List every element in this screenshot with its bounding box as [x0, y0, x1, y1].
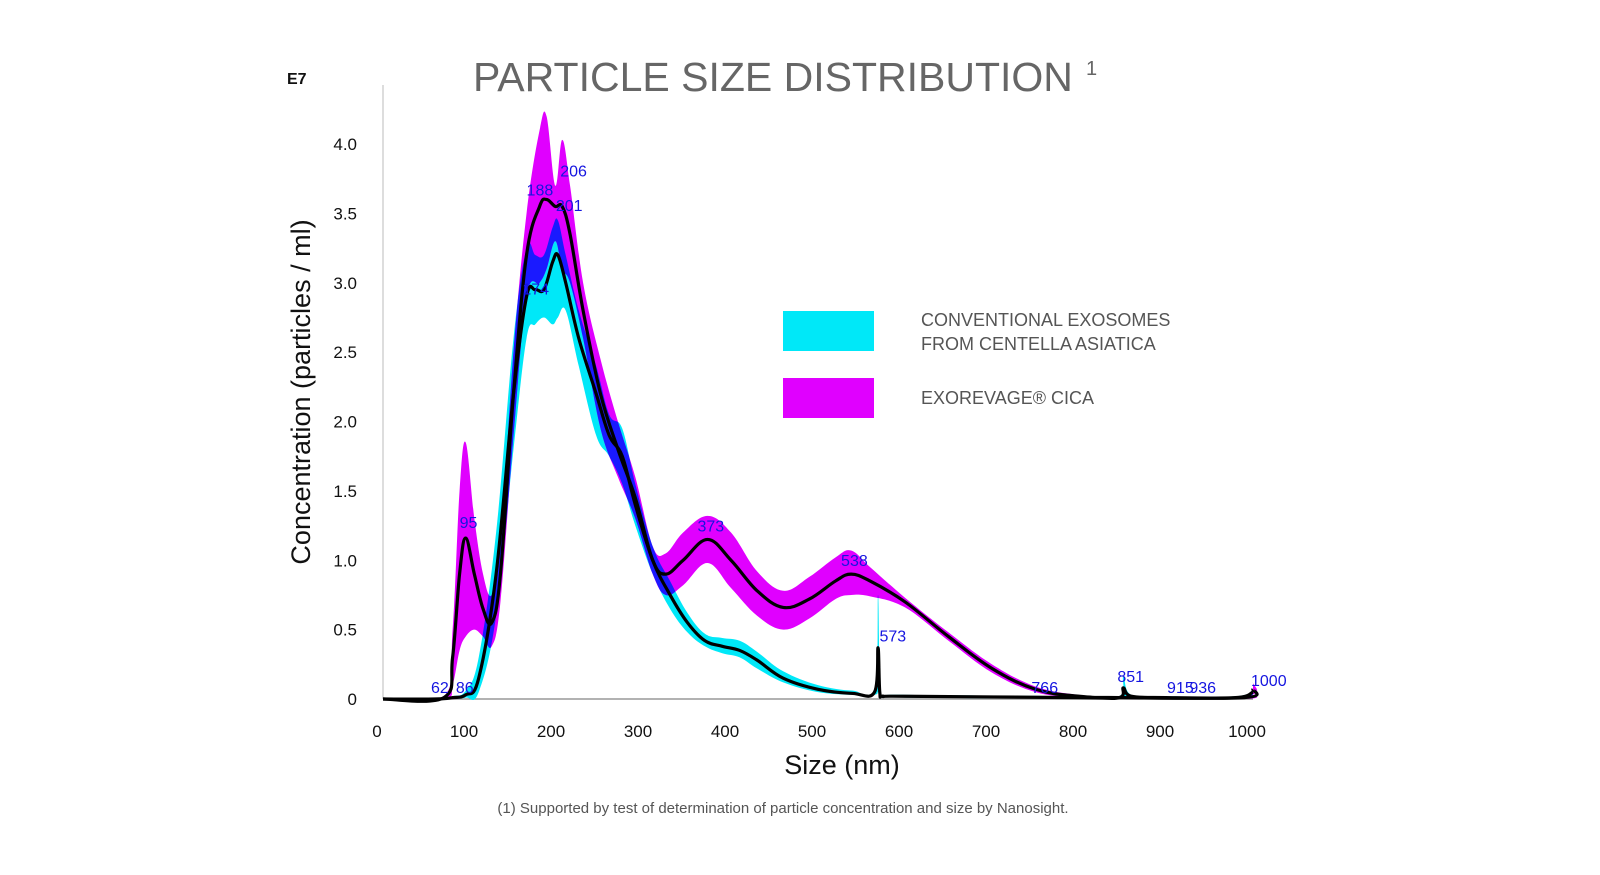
- y-axis-label: Concentration (particles / ml): [286, 219, 316, 564]
- y-tick-label: 4.0: [333, 135, 357, 154]
- x-tick-label: 700: [972, 722, 1000, 741]
- x-tick-label: 600: [885, 722, 913, 741]
- legend-swatch-exorevage: [783, 378, 874, 418]
- band-series-0: [383, 218, 1253, 701]
- title-superscript: 1: [1086, 58, 1097, 80]
- peak-label: 206: [560, 163, 587, 180]
- peak-label: 915: [1167, 680, 1194, 697]
- y-tick-label: 1.5: [333, 482, 357, 501]
- footnote: (1) Supported by test of determination o…: [497, 800, 1068, 817]
- x-tick-label: 0: [372, 722, 381, 741]
- peak-label: 201: [556, 198, 583, 215]
- mean-lines: [382, 197, 1259, 703]
- peak-label: 936: [1189, 680, 1216, 697]
- y-tick-label: 2.0: [333, 413, 357, 432]
- legend-label-exorevage: EXOREVAGE® CICA: [921, 388, 1094, 408]
- peak-label: 174: [522, 282, 549, 299]
- bands: [383, 111, 1258, 703]
- y-tick-label: 0.5: [333, 621, 357, 640]
- x-tick-labels: 0 100 200 300 400 500 600 700 800 900 1000: [372, 722, 1266, 741]
- x-tick-label: 500: [798, 722, 826, 741]
- peak-label: 62: [431, 680, 449, 697]
- band-overlap: [383, 218, 1253, 701]
- band-series-1: [383, 111, 1258, 703]
- peak-label: 188: [527, 183, 554, 200]
- x-tick-label: 100: [450, 722, 478, 741]
- y-tick-label: 0: [348, 690, 357, 709]
- x-tick-label: 400: [711, 722, 739, 741]
- y-multiplier-label: E7: [287, 71, 307, 88]
- legend-swatch-conventional: [783, 311, 874, 351]
- legend-label-conventional-line2: FROM CENTELLA ASIATICA: [921, 334, 1156, 354]
- peak-label: 1000: [1251, 673, 1287, 690]
- y-tick-labels: 0 0.5 1.0 1.5 2.0 2.5 3.0 3.5 4.0: [333, 135, 357, 709]
- x-tick-label: 200: [537, 722, 565, 741]
- x-tick-label: 1000: [1228, 722, 1266, 741]
- mean-line-series-1: [382, 197, 1259, 703]
- y-tick-label: 2.5: [333, 343, 357, 362]
- peak-label: 86: [456, 680, 474, 697]
- peak-label: 851: [1117, 669, 1144, 686]
- legend-label-conventional-line1: CONVENTIONAL EXOSOMES: [921, 310, 1170, 330]
- y-tick-label: 3.0: [333, 274, 357, 293]
- x-tick-label: 300: [624, 722, 652, 741]
- legend: CONVENTIONAL EXOSOMES FROM CENTELLA ASIA…: [783, 310, 1170, 418]
- peak-label: 95: [460, 515, 478, 532]
- y-tick-label: 3.5: [333, 204, 357, 223]
- x-tick-label: 800: [1059, 722, 1087, 741]
- x-axis-label: Size (nm): [784, 750, 900, 780]
- x-tick-label: 900: [1146, 722, 1174, 741]
- y-tick-label: 1.0: [333, 551, 357, 570]
- peak-label: 538: [841, 553, 868, 570]
- peak-label: 373: [698, 518, 725, 535]
- peak-label: 573: [880, 629, 907, 646]
- peak-label: 766: [1031, 680, 1058, 697]
- chart-title: PARTICLE SIZE DISTRIBUTION: [473, 54, 1073, 100]
